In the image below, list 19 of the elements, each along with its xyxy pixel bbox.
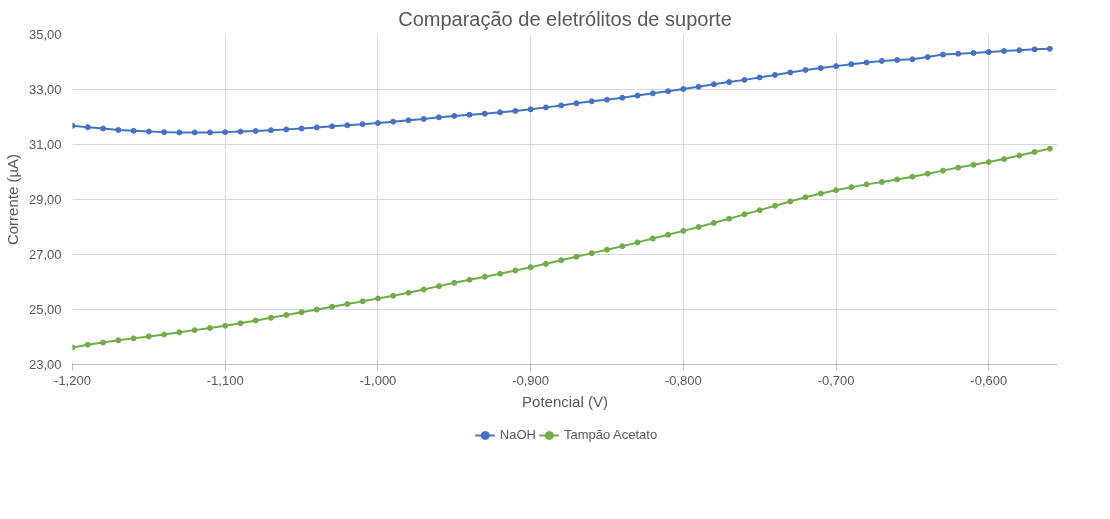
y-tick-label: 23,00 xyxy=(28,357,62,372)
x-tick-label: -1,100 xyxy=(206,372,244,388)
x-axis-title: Potencial (V) xyxy=(522,392,608,410)
x-tick-label: -0,600 xyxy=(970,372,1008,388)
y-tick-label: 29,00 xyxy=(28,192,62,207)
y-tick-label: 31,00 xyxy=(28,137,62,152)
legend-label: Tampão Acetato xyxy=(563,427,658,442)
y-tick-label: 25,00 xyxy=(28,302,62,317)
x-tick-label: -1,000 xyxy=(359,372,397,388)
legend-label: NaOH xyxy=(499,427,536,442)
x-tick-label: -0,800 xyxy=(664,372,702,388)
x-tick-label: -0,900 xyxy=(512,372,550,388)
y-tick-label: 27,00 xyxy=(28,247,62,262)
x-tick-label: -1,200 xyxy=(54,372,91,388)
chart-title: Comparação de eletrólitos de suporte xyxy=(398,7,732,30)
x-tick-label: -0,700 xyxy=(817,372,855,388)
y-tick-label: 35,00 xyxy=(28,27,62,42)
y-tick-label: 33,00 xyxy=(28,82,62,97)
y-axis-title: Corrente (µA) xyxy=(3,153,21,246)
